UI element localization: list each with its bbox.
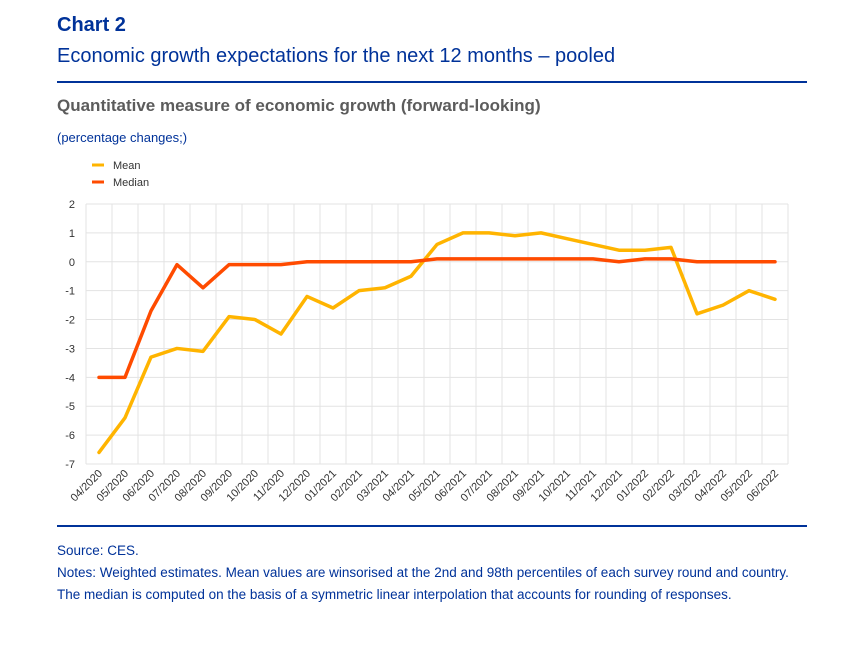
- units-note: (percentage changes;): [57, 130, 188, 145]
- legend-label-median: Median: [113, 177, 149, 189]
- y-tick-label: -2: [65, 315, 75, 327]
- series-line-median: [97, 257, 777, 380]
- grid: [85, 203, 789, 465]
- bottom-divider: [57, 525, 807, 527]
- series-lines: [97, 231, 777, 455]
- y-tick-label: -1: [65, 286, 75, 298]
- y-tick-label: -6: [65, 430, 75, 442]
- chart-subtitle: Quantitative measure of economic growth …: [57, 96, 541, 115]
- y-tick-label: -3: [65, 343, 75, 355]
- y-tick-label: -7: [65, 459, 75, 471]
- y-tick-label: -5: [65, 401, 75, 413]
- top-divider: [57, 81, 807, 83]
- chart-title: Economic growth expectations for the nex…: [57, 45, 616, 67]
- y-tick-label: 2: [69, 199, 75, 211]
- y-tick-label: 0: [69, 257, 75, 269]
- y-tick-label: 1: [69, 228, 75, 240]
- y-tick-label: -4: [65, 372, 75, 384]
- chart-label: Chart 2: [57, 14, 126, 36]
- notes: Notes: Weighted estimates. Mean values a…: [57, 565, 789, 602]
- legend-label-mean: Mean: [113, 160, 141, 172]
- series-line-mean: [97, 231, 777, 455]
- source-note: Source: CES.: [57, 543, 139, 558]
- legend: Mean Median: [92, 160, 149, 189]
